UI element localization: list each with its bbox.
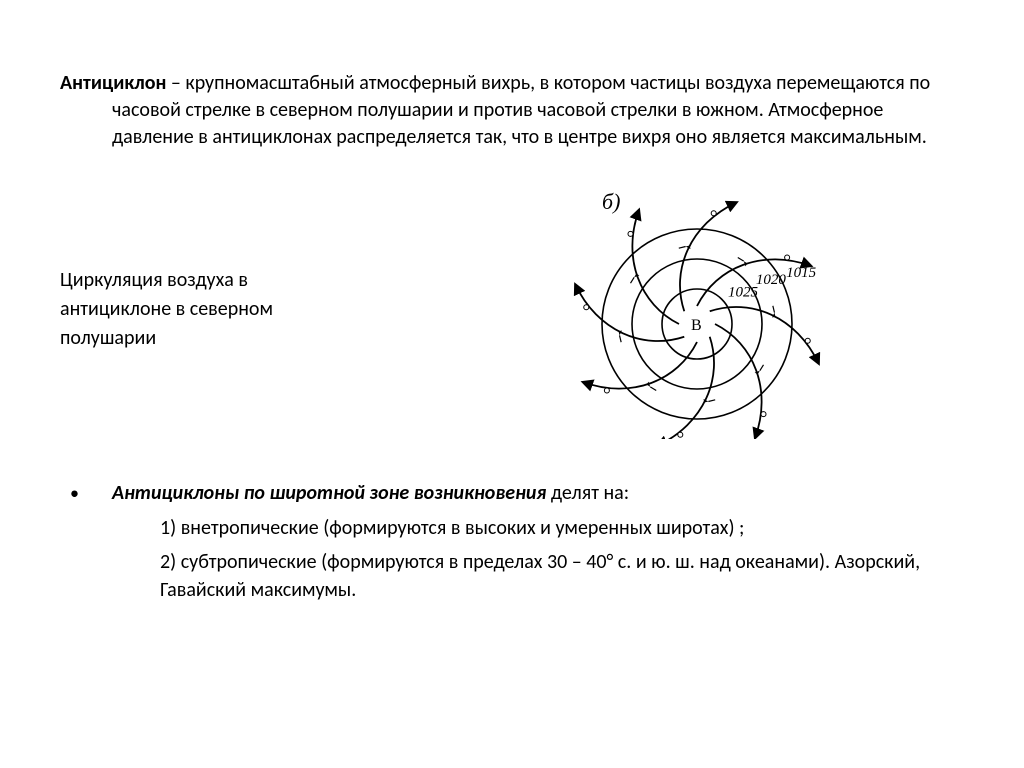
classification-list: • Антициклоны по широтной зоне возникнов… <box>60 479 964 604</box>
svg-text:В: В <box>691 317 702 334</box>
diagram-caption: Циркуляция воздуха в антициклоне в север… <box>60 266 390 353</box>
definition-paragraph: Антициклон – крупномасштабный атмосферны… <box>60 70 964 151</box>
caption-line: полушарии <box>60 324 390 353</box>
list-heading-bold: Антициклоны по широтной зоне возникновен… <box>112 481 546 505</box>
anticyclone-diagram: б)102510201015В <box>507 179 847 439</box>
slide-page: Антициклон – крупномасштабный атмосферны… <box>0 0 1024 768</box>
term: Антициклон <box>60 71 166 95</box>
list-item-1: 1) внетропические (формируются в высоких… <box>60 514 964 542</box>
definition-body: – крупномасштабный атмосферный вихрь, в … <box>112 71 930 149</box>
diagram-container: б)102510201015В <box>390 179 964 439</box>
list-heading-rest: делят на: <box>546 481 629 505</box>
mid-row: Циркуляция воздуха в антициклоне в север… <box>60 179 964 439</box>
svg-text:1015: 1015 <box>786 265 817 281</box>
list-heading-row: • Антициклоны по широтной зоне возникнов… <box>60 479 964 508</box>
caption-line: антициклоне в северном <box>60 295 390 324</box>
list-heading: Антициклоны по широтной зоне возникновен… <box>112 479 964 508</box>
svg-text:б): б) <box>602 189 620 214</box>
caption-line: Циркуляция воздуха в <box>60 266 390 295</box>
bullet-icon: • <box>60 479 112 508</box>
list-item-2: 2) субтропические (формируются в предела… <box>60 548 964 604</box>
